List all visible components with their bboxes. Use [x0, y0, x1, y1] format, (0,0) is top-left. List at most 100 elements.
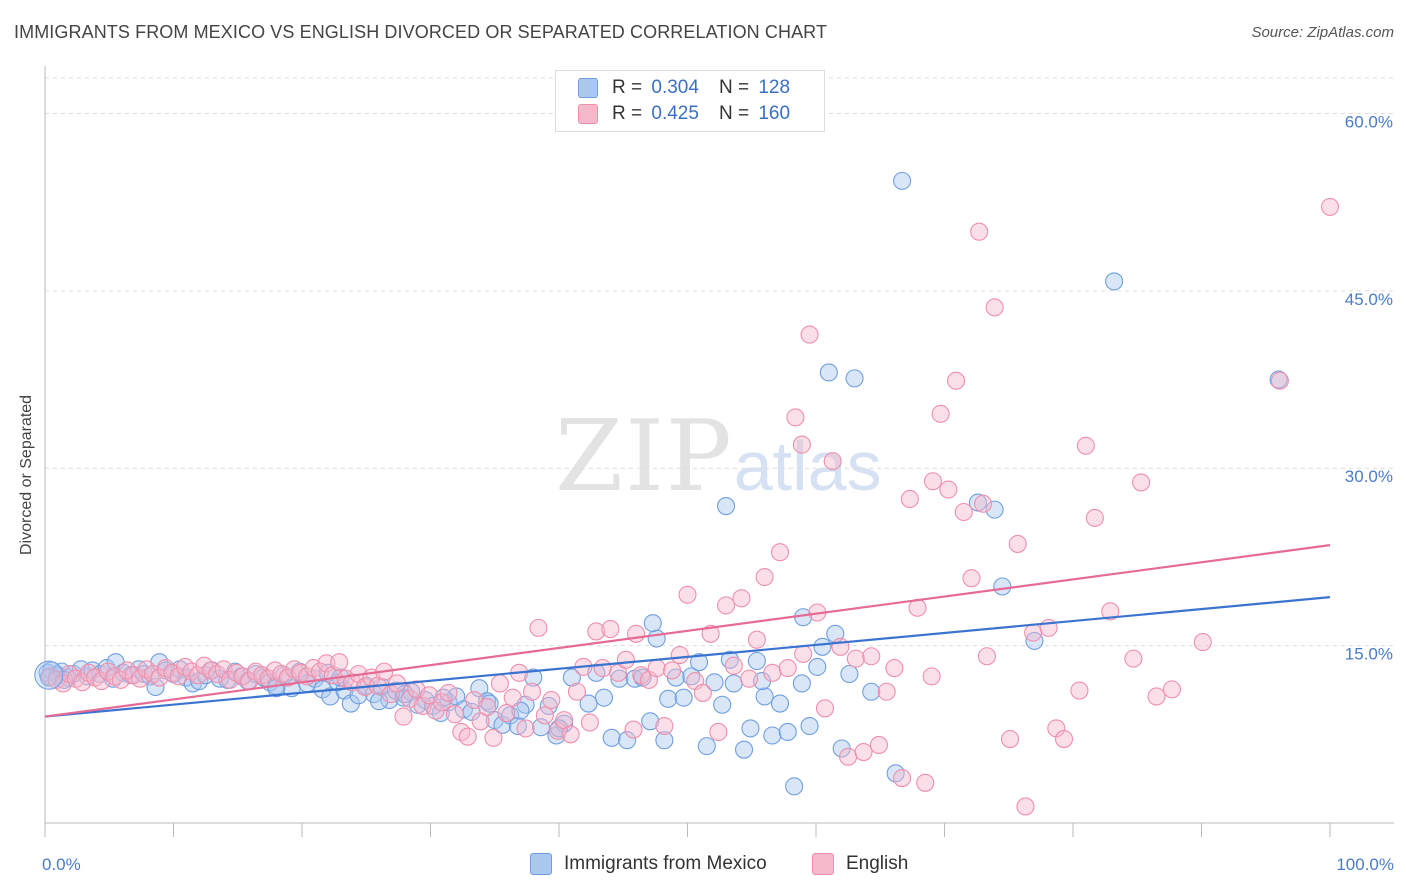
series-legend-english[interactable]: English: [812, 852, 908, 876]
english-point: [839, 747, 858, 766]
english-point: [947, 371, 966, 390]
mexico-point: [716, 497, 736, 516]
english-point: [977, 647, 996, 666]
english-point: [1270, 371, 1289, 390]
english-point: [869, 735, 889, 755]
english-point: [939, 480, 958, 499]
english-point: [862, 647, 881, 666]
english-point: [529, 618, 548, 637]
english-point: [1124, 649, 1143, 668]
english-point: [484, 728, 503, 747]
english-point: [580, 713, 599, 732]
english-point: [663, 661, 682, 680]
english-point: [1000, 729, 1020, 749]
mexico-point: [370, 692, 389, 711]
english-point: [1016, 797, 1035, 816]
mexico-point: [792, 674, 811, 693]
english-point: [1147, 687, 1166, 706]
mexico-point: [690, 653, 709, 672]
english-point: [1054, 729, 1074, 749]
legend-r-label: R =: [612, 77, 643, 98]
english-point: [503, 688, 522, 707]
english-point: [877, 682, 896, 701]
mexico-point: [647, 629, 666, 648]
english-point: [732, 589, 751, 608]
mexico-point: [674, 688, 693, 707]
english-point: [755, 567, 774, 587]
english-point: [1085, 508, 1104, 527]
mexico-point: [697, 737, 716, 756]
mexico-point: [655, 731, 674, 750]
mexico-point: [493, 715, 512, 734]
english-point: [678, 585, 697, 604]
english-point: [497, 703, 516, 723]
english-point: [647, 659, 666, 678]
english-point: [923, 472, 942, 491]
english-point: [763, 663, 782, 682]
legend-n-label: N =: [718, 77, 750, 98]
mexico-point: [477, 692, 497, 711]
english-point: [627, 624, 646, 643]
english-point: [693, 683, 712, 702]
english-point: [670, 646, 689, 665]
english-point: [846, 649, 865, 668]
english-point: [1076, 436, 1095, 455]
series-legend-mexico[interactable]: Immigrants from Mexico: [530, 852, 767, 876]
english-point: [1070, 681, 1089, 700]
english-point: [922, 667, 941, 686]
english-point: [885, 659, 904, 678]
y-tick-label: 60.0%: [1345, 112, 1393, 131]
english-point: [433, 693, 452, 712]
english-point: [970, 222, 989, 241]
watermark-zip: ZIP: [555, 400, 734, 514]
english-point: [439, 683, 458, 702]
english-point: [561, 725, 580, 744]
mexico-point: [267, 679, 286, 698]
legend-swatch-english: [578, 104, 598, 124]
english-point: [624, 720, 643, 739]
mexico-trend-line: [44, 596, 1331, 718]
english-point: [900, 489, 919, 509]
mexico-point: [1105, 272, 1124, 291]
english-point: [770, 543, 790, 562]
mexico-point: [770, 694, 790, 713]
chart-title: IMMIGRANTS FROM MEXICO VS ENGLISH DIVORC…: [14, 22, 828, 42]
english-point: [593, 659, 612, 678]
english-point: [567, 682, 587, 701]
mexico-point: [562, 668, 581, 687]
english-point: [1008, 534, 1027, 553]
mexico-point: [985, 500, 1004, 519]
legend-r-value: 0.425: [651, 103, 699, 124]
english-point: [973, 494, 993, 513]
mexico-point: [747, 651, 766, 671]
mexico-point: [819, 363, 838, 382]
series-label-english: English: [846, 853, 909, 874]
legend-n-label: N =: [718, 103, 750, 124]
watermark-atlas: atlas: [733, 427, 882, 505]
mexico-point: [845, 369, 864, 388]
series-label-mexico: Immigrants from Mexico: [564, 853, 767, 874]
english-point: [893, 769, 912, 788]
english-point: [330, 653, 349, 672]
english-point: [542, 690, 561, 710]
english-point: [535, 706, 554, 725]
english-point: [616, 650, 635, 669]
mexico-point: [741, 719, 760, 738]
mexico-point: [618, 731, 637, 750]
mexico-point: [602, 728, 621, 747]
y-tick-label: 30.0%: [1345, 467, 1393, 486]
english-point: [381, 685, 400, 704]
mexico-point: [800, 716, 819, 736]
mexico-point: [713, 695, 732, 714]
mexico-point: [610, 669, 629, 688]
mexico-point: [641, 712, 660, 731]
mexico-point: [1269, 370, 1288, 389]
english-point: [317, 654, 336, 673]
y-tick-label: 15.0%: [1345, 645, 1393, 664]
x-tick-label: 100.0%: [1336, 855, 1394, 874]
english-point: [931, 404, 950, 423]
english-point: [962, 569, 981, 588]
english-point: [709, 722, 728, 741]
watermark: ZIPatlas: [555, 400, 882, 514]
english-point: [854, 742, 873, 762]
